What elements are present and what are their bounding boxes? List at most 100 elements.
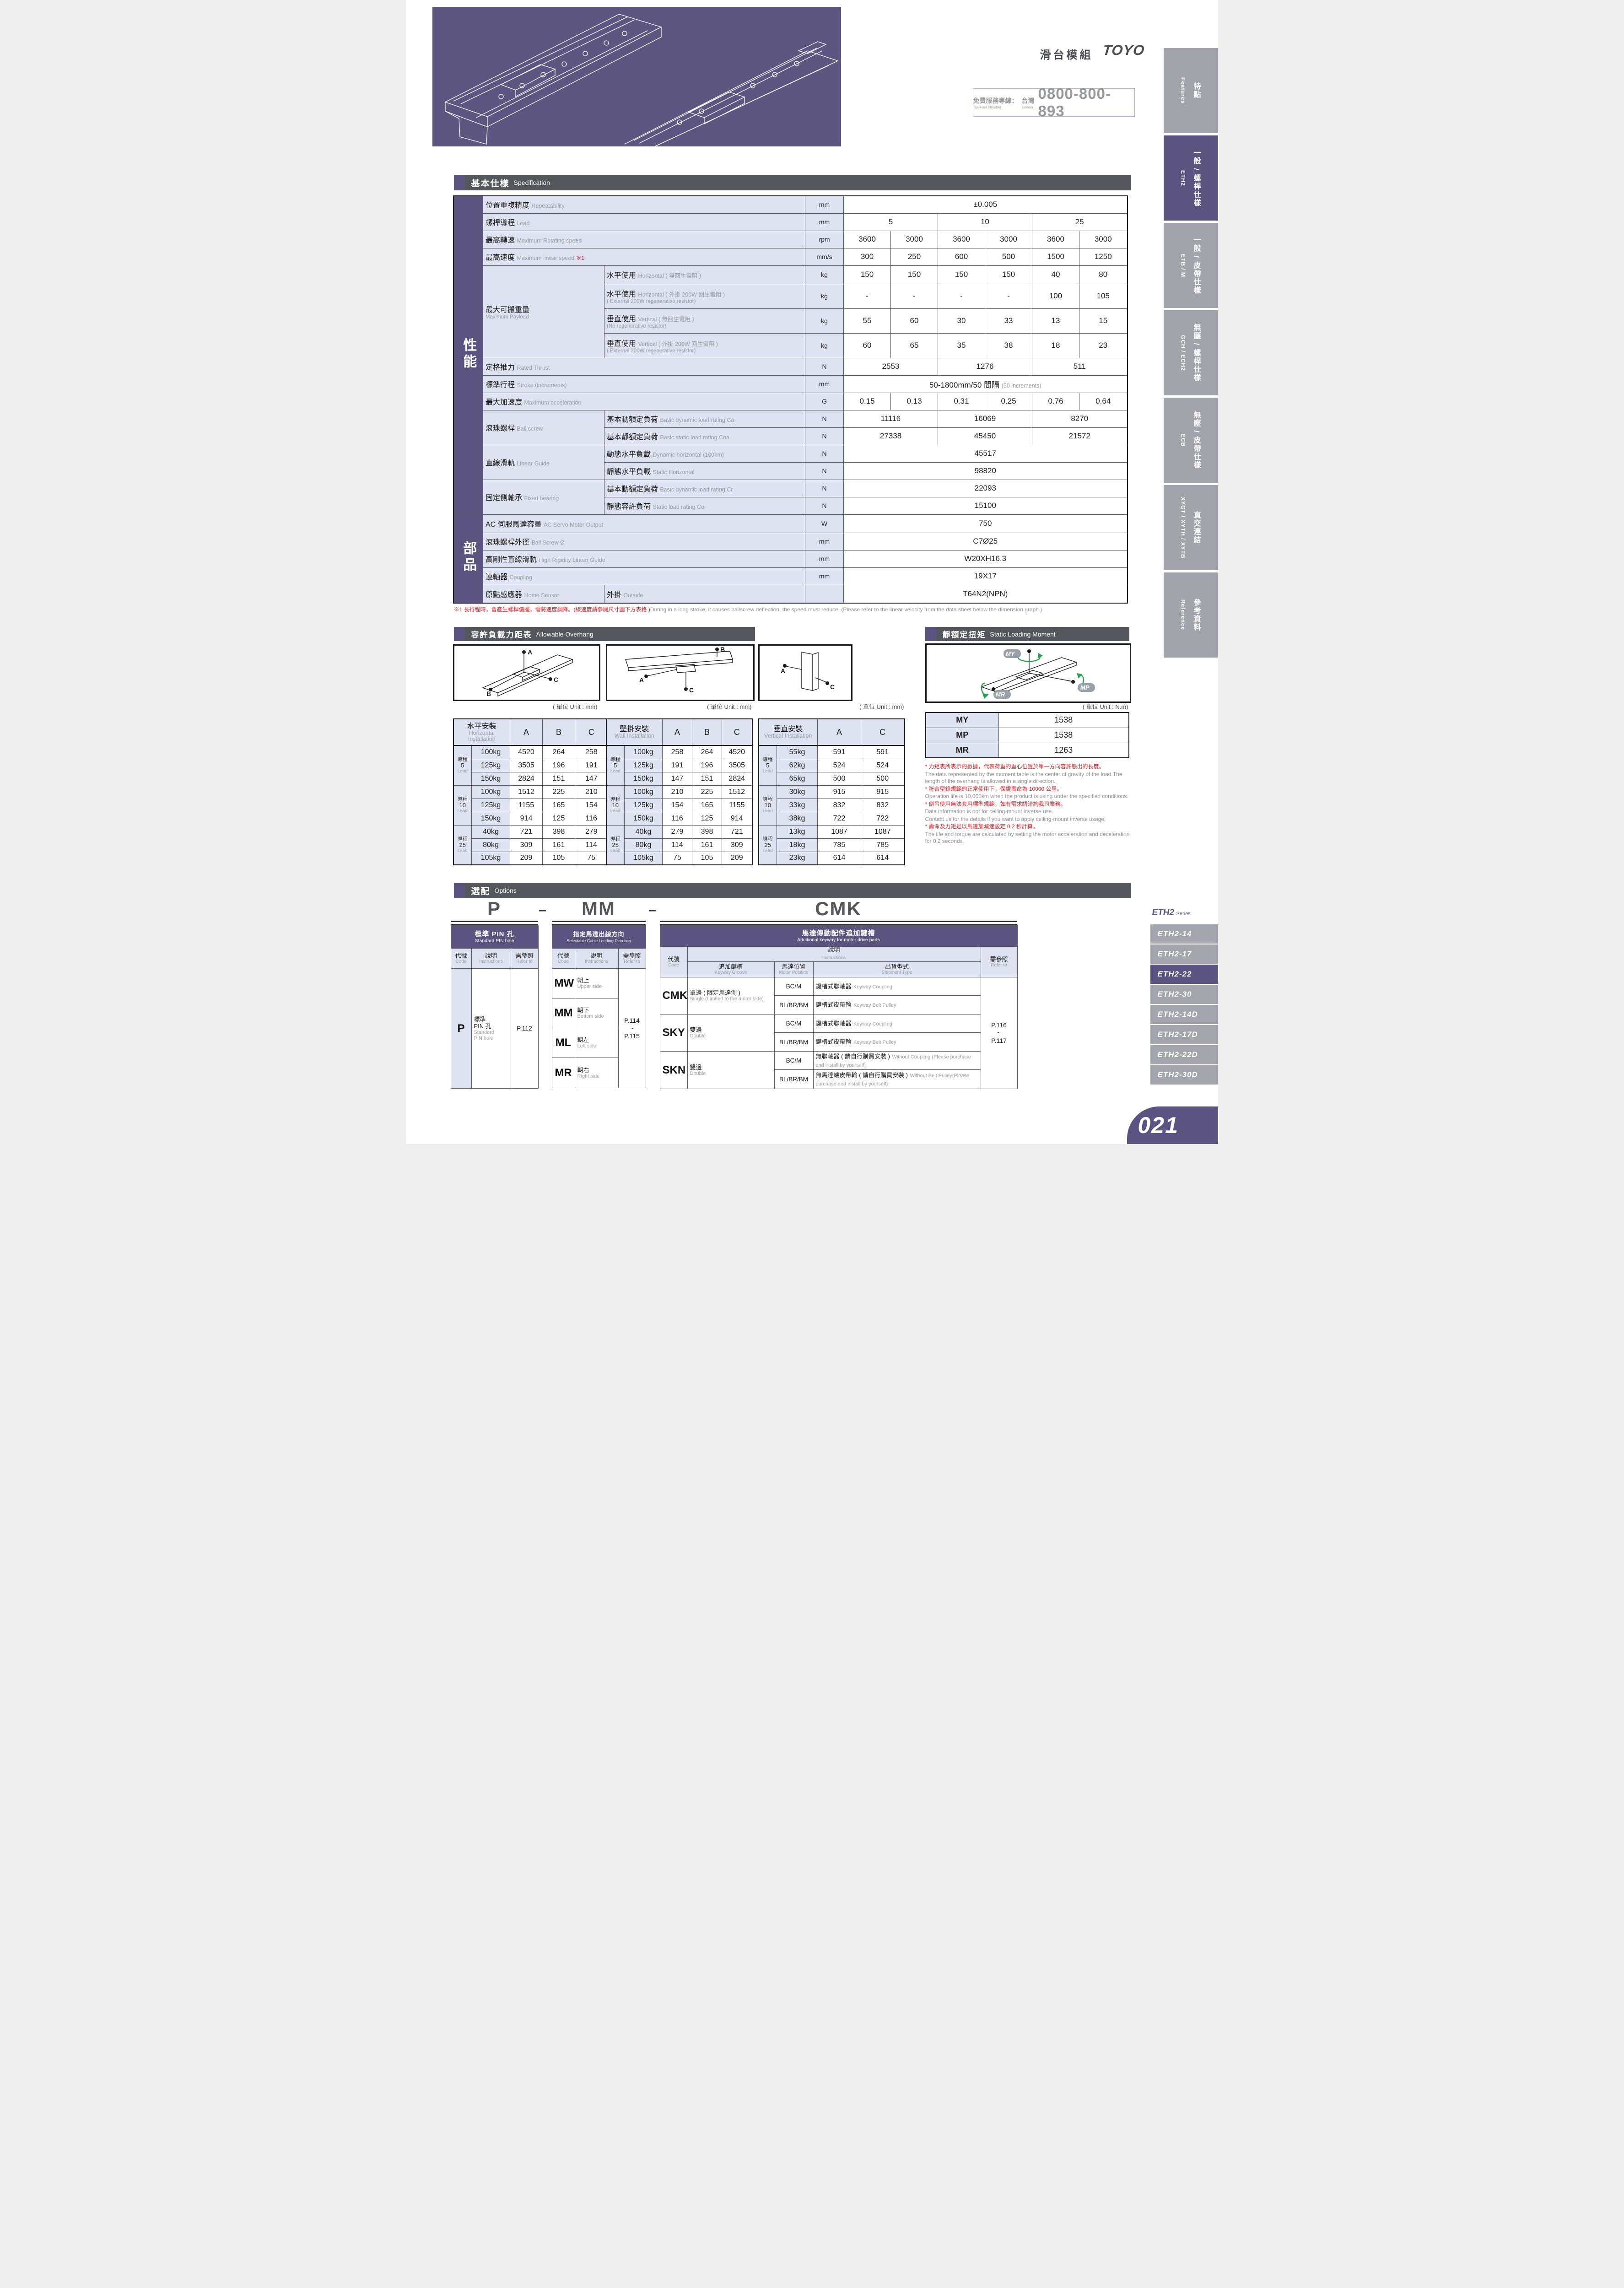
model-code-cable: MM (582, 898, 615, 919)
svg-text:MP: MP (1080, 684, 1090, 691)
tab-eth2[interactable]: ETH2 一般 / 螺桿仕樣 (1163, 135, 1218, 221)
svg-text:MY: MY (1006, 650, 1015, 657)
row-label-payload: 最大可搬重量 Maximum Payload (483, 265, 604, 358)
value-cell: ±0.005 (843, 195, 1128, 214)
catalog-page: 滑台模組 TOYO 免費服務專線： Toll-Free Number 台灣 Taiw… (406, 0, 1218, 1144)
tollfree-label: 免費服務專線： Toll-Free Number (973, 97, 1018, 109)
svg-text:C: C (554, 676, 558, 683)
unit-label-mm: ( 單位 Unit : mm) (553, 703, 598, 710)
model-code-dash: – (539, 902, 546, 917)
unit-label-nm: ( 單位 Unit : N.m) (1082, 703, 1128, 710)
moment-section-header: 靜額定扭矩 Static Loading Moment (925, 627, 1129, 641)
vertical-install-diagram: A C (758, 644, 852, 701)
row-sublabel: 基本靜額定負荷 Basic static load rating Coa (604, 427, 806, 445)
vertical-install-table: 垂直安裝 Vertical Installation A C 導程 5 Lead 55kg 5… (758, 718, 905, 865)
wall-install-table: 壁掛安裝 Wall Installation A B C 導程 5 Lead 100kg 258… (605, 718, 753, 865)
series-item-eth2-22d[interactable]: ETH2-22D (1150, 1045, 1218, 1064)
code-underline (551, 921, 646, 925)
horizontal-install-diagram: A B C (453, 644, 600, 701)
row-label: 螺桿導程 Lead (482, 213, 806, 231)
product-line-art (432, 7, 841, 147)
svg-text:B: B (720, 646, 725, 653)
section-title-zh: 基本仕樣 (471, 178, 510, 189)
series-item-eth2-30[interactable]: ETH2-30 (1150, 985, 1218, 1004)
row-label: 定格推力 Rated Thrust (482, 357, 806, 376)
unit-cell: mm/s (805, 248, 844, 266)
row-label: 最高轉速 Maximum Rotating speed (482, 230, 806, 248)
spec-side-parts: 部品 (453, 514, 483, 604)
overhang-section-header: 容許負載力距表 Allowable Overhang (453, 627, 755, 641)
spec-footnote: ※1 長行程時，會產生螺桿偏擺，需將速度調降。(線速度請參閱尺寸圖下方表格 )D… (453, 606, 1042, 613)
series-item-eth2-14d[interactable]: ETH2-14D (1150, 1005, 1218, 1024)
unit-cell: mm (805, 213, 844, 231)
tollfree-box: 免費服務專線： Toll-Free Number 台灣 Taiwan 0800-80… (972, 85, 1135, 119)
model-code-dash: – (648, 902, 656, 917)
unit-label-mm: ( 單位 Unit : mm) (707, 703, 752, 710)
series-item-eth2-22[interactable]: ETH2-22 (1150, 965, 1218, 984)
series-item-eth2-17d[interactable]: ETH2-17D (1150, 1025, 1218, 1044)
value-cell: 10 (938, 213, 1033, 231)
row-label-ballscrew: 滾珠螺桿 Ball screw (483, 410, 604, 445)
keyway-table: 馬達傳動配件追加鍵槽 Additional keyway for motor dr… (659, 925, 1018, 1089)
moment-notes: * 力矩表所表示的數據，代表荷重的重心位置於單一方向容許懸出的長度。 The d… (925, 763, 1130, 844)
unit-cell: mm (805, 195, 844, 214)
svg-text:MR: MR (996, 691, 1005, 698)
svg-text:C: C (830, 683, 835, 691)
section-accent-square (453, 175, 465, 190)
svg-text:A: A (781, 667, 785, 675)
code-underline (659, 921, 1017, 925)
diagram-label: A (528, 648, 532, 656)
static-moment-table: MY 1538 MP 1538 MR 1263 (925, 712, 1129, 758)
value-cell: 25 (1032, 213, 1128, 231)
tab-xygt-xyth-xytb[interactable]: XYGT / XYTH / XYTB 直交連結 (1163, 485, 1218, 570)
svg-text:A: A (639, 676, 644, 684)
svg-text:C: C (689, 686, 694, 694)
tollfree-region: 台灣 Taiwan (1021, 97, 1035, 109)
row-label: 位置重複精度 Repeatability (482, 195, 806, 214)
series-item-eth2-30d[interactable]: ETH2-30D (1150, 1065, 1218, 1085)
row-sublabel: 靜態容許負荷 Static load rating Cor (604, 496, 806, 515)
row-label: 原點感應器 Home Sensor (483, 584, 604, 604)
row-sublabel: 動態水平負載 Dynamic horizontal (100km) (604, 444, 806, 463)
row-label: 最高速度 Maximum linear speed ※1 (482, 248, 806, 266)
series-item-eth2-17[interactable]: ETH2-17 (1150, 944, 1218, 964)
tab-etb-m[interactable]: ETB / M 一般 / 皮帶仕樣 (1163, 223, 1218, 308)
options-section-header: 選配 Options (453, 883, 1131, 898)
row-sublabel: 基本動額定負荷 Basic dynamic load rating Cr (604, 479, 806, 497)
spec-table: 性能 位置重複精度 Repeatability mm ±0.005 螺桿導程 L… (453, 195, 1128, 604)
tab-gch-ech2[interactable]: GCH / ECH2 無塵 / 螺桿仕樣 (1163, 310, 1218, 395)
row-label: 連軸器 Coupling (482, 567, 806, 585)
static-moment-diagram: MY MP MR (925, 643, 1131, 703)
row-label: AC 伺服馬達容量 AC Servo Motor Output (482, 514, 806, 533)
row-label: 最大加速度 Maximum acceleration (482, 392, 806, 410)
tab-features[interactable]: Features 特點 (1163, 48, 1218, 133)
row-sublabel: 垂直使用 Vertical ( 外掛 200W 回生電阻 )( External… (604, 333, 806, 358)
row-label-bearing: 固定側軸承 Fixed bearing (483, 479, 604, 515)
model-code-pin: P (487, 898, 501, 919)
tab-ecb[interactable]: ECB 無塵 / 皮帶仕樣 (1163, 398, 1218, 483)
tollfree-number: 0800-800-893 (1038, 85, 1111, 119)
code-underline (450, 921, 538, 925)
row-sublabel: 水平使用 Horizontal ( 外掛 200W 回生電阻 )( Extern… (604, 283, 806, 309)
unit-cell: rpm (805, 230, 844, 248)
model-code-keyway: CMK (815, 898, 862, 919)
tab-reference[interactable]: Reference 參考資料 (1163, 572, 1218, 658)
toyo-logo: TOYO (1101, 42, 1145, 58)
spec-section-header: 基本仕樣 Specification (453, 175, 1131, 190)
row-label: 滾珠螺桿外徑 Ball Screw Ø (482, 532, 806, 550)
page-number-badge: 021 (1127, 1106, 1218, 1144)
value-cell: 3600 (843, 230, 891, 248)
row-label-guide: 直線滑軌 Linear Guide (483, 444, 604, 480)
row-sublabel: 靜態水平負載 Static Horizontal (604, 462, 806, 480)
row-label: 標準行程 Stroke (increments) (482, 375, 806, 393)
row-sublabel: 基本動額定負荷 Basic dynamic load rating Ca (604, 410, 806, 428)
row-sublabel: 垂直使用 Vertical ( 無回生電阻 ) (No regenerative … (604, 308, 806, 334)
section-title-en: Specification (513, 179, 550, 186)
row-sublabel: 水平使用 Horizontal ( 無回生電阻 ) (604, 265, 806, 284)
pin-hole-table: 標準 PIN 孔 Standard PIN hole 代號 Code 說明 Instr… (450, 925, 539, 1089)
svg-text:B: B (486, 690, 491, 697)
page-title: 滑台模組 (1040, 49, 1093, 61)
series-item-eth2-14[interactable]: ETH2-14 (1150, 924, 1218, 944)
value-cell: 5 (843, 213, 939, 231)
page-number: 021 (1138, 1112, 1179, 1138)
